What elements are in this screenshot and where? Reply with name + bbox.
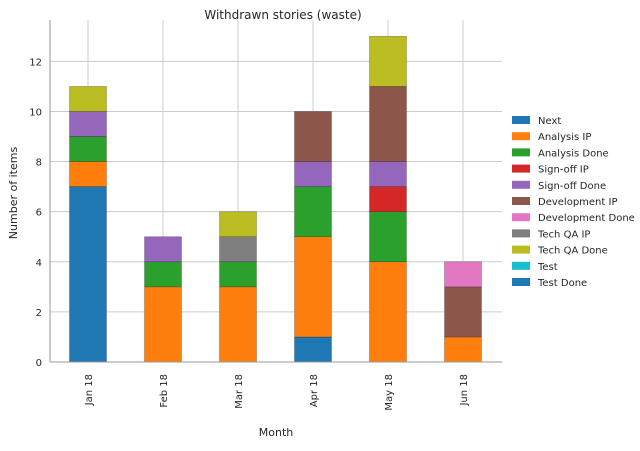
bar-segment xyxy=(219,236,257,263)
y-tick-label: 12 xyxy=(29,57,42,68)
bar-segment xyxy=(69,161,107,187)
bar-segment xyxy=(69,186,107,363)
y-tick-label: 6 xyxy=(36,208,42,219)
legend-label: Tech QA Done xyxy=(537,246,608,257)
x-tick-label: Feb 18 xyxy=(159,374,170,408)
legend-label: Sign-off Done xyxy=(538,181,606,192)
legend-swatch xyxy=(512,116,530,124)
x-tick-label: May 18 xyxy=(384,374,395,411)
bar-segment xyxy=(69,86,107,112)
y-tick-label: 10 xyxy=(29,107,42,118)
bar-segment xyxy=(69,111,107,137)
y-tick-label: 4 xyxy=(36,258,42,269)
legend: Next Analysis IP Analysis Done Sign-off IP S… xyxy=(512,116,635,289)
x-tick-label: Jun 18 xyxy=(459,374,470,407)
legend-label: Sign-off IP xyxy=(538,165,589,176)
bar-segment xyxy=(369,211,407,263)
bar-segment xyxy=(294,111,332,162)
legend-swatch xyxy=(512,245,530,254)
bar-segment xyxy=(369,161,407,187)
x-axis-label: Month xyxy=(259,426,294,439)
y-tick-label: 8 xyxy=(36,158,42,169)
axes xyxy=(49,20,502,363)
x-tick-label: Jan 18 xyxy=(84,374,95,406)
legend-swatch xyxy=(512,278,530,286)
legend-label: Next xyxy=(538,116,561,127)
legend-label: Development IP xyxy=(538,197,617,208)
bar-segment xyxy=(444,336,482,363)
bar-segment xyxy=(144,286,182,363)
legend-label: Development Done xyxy=(538,213,635,224)
bar-segment xyxy=(219,261,257,288)
legend-swatch xyxy=(512,180,530,189)
y-axis-label: Number of items xyxy=(7,147,20,240)
bar-segment xyxy=(294,236,332,338)
bar-segment xyxy=(444,286,482,338)
bar-segment xyxy=(294,336,332,363)
legend-swatch xyxy=(512,197,530,205)
legend-swatch xyxy=(512,132,530,141)
bar-segment xyxy=(144,261,182,288)
legend-label: Analysis Done xyxy=(538,148,609,159)
bar-segment xyxy=(294,186,332,238)
legend-swatch xyxy=(512,261,530,270)
bar-segment xyxy=(144,236,182,263)
legend-swatch xyxy=(512,148,530,157)
legend-label: Test xyxy=(537,262,558,273)
y-tick-label: 2 xyxy=(36,308,42,319)
legend-swatch xyxy=(512,213,530,222)
bar-segment xyxy=(69,136,107,162)
x-tick-labels: Jan 18 Feb 18 Mar 18 Apr 18 May 18 Jun 18 xyxy=(84,374,470,411)
bar-segment xyxy=(219,211,257,238)
legend-swatch xyxy=(512,229,530,238)
bar-segment xyxy=(369,186,407,212)
x-tick-label: Mar 18 xyxy=(234,374,245,409)
bar-segment xyxy=(369,86,407,162)
grid-lines xyxy=(50,20,502,363)
x-tick-label: Apr 18 xyxy=(309,374,320,407)
bar-segment xyxy=(444,261,482,288)
y-tick-label: 0 xyxy=(36,358,42,369)
bar-segment xyxy=(369,35,407,87)
bar-segment xyxy=(219,286,257,363)
y-tick-labels: 0 2 4 6 8 10 12 xyxy=(29,57,42,369)
legend-swatch xyxy=(512,164,530,173)
bar-segment xyxy=(294,161,332,187)
chart-title: Withdrawn stories (waste) xyxy=(204,8,361,22)
legend-label: Test Done xyxy=(537,278,587,289)
legend-label: Analysis IP xyxy=(538,132,591,143)
legend-label: Tech QA IP xyxy=(537,229,590,240)
bar-segment xyxy=(369,261,407,363)
bars xyxy=(69,35,482,363)
